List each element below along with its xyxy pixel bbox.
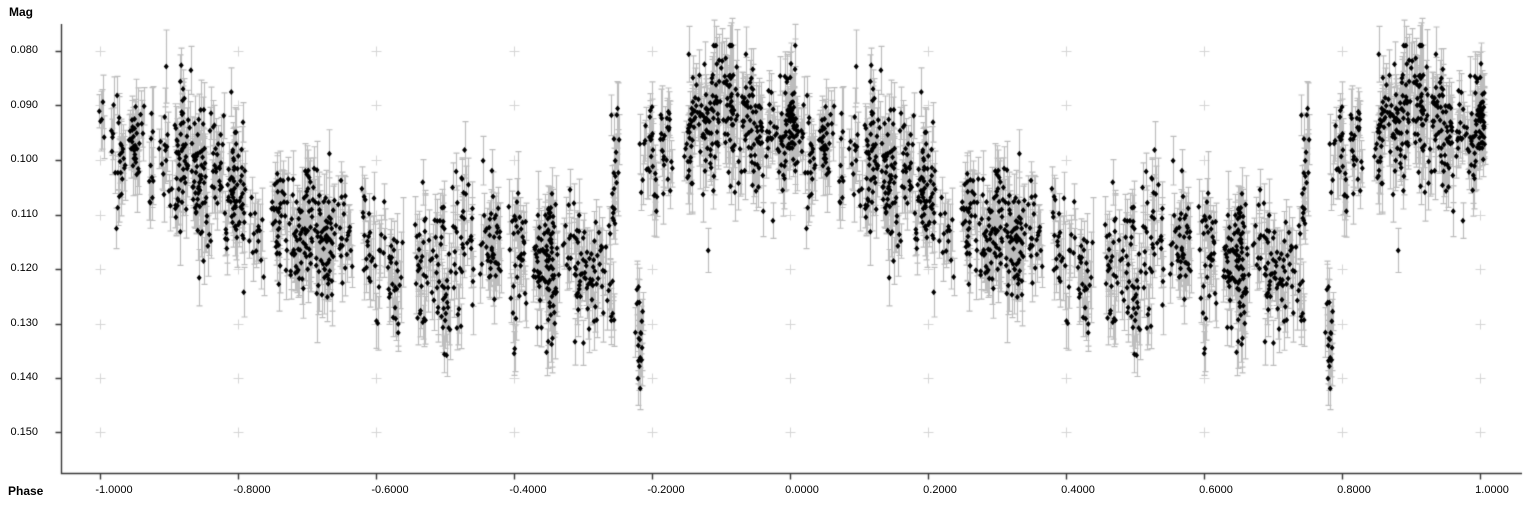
y-tick-label: 0.140	[10, 371, 38, 383]
y-tick-label: 0.130	[10, 316, 38, 329]
y-tick-label: 0.110	[11, 207, 38, 220]
y-tick-label: 0.100	[10, 153, 38, 165]
x-tick-label: -0.6000	[371, 484, 409, 496]
x-tick-label: 0.8000	[1337, 484, 1371, 496]
x-tick-label: 0.0000	[785, 484, 819, 496]
x-tick-label: 0.2000	[923, 484, 957, 496]
x-axis-title: Phase	[8, 484, 44, 498]
y-tick-label: 0.150	[10, 425, 38, 438]
y-tick-label: 0.080	[10, 44, 38, 56]
x-tick-label: 1.0000	[1475, 484, 1509, 496]
y-tick-label: 0.120	[10, 262, 38, 274]
x-tick-label: -1.0000	[95, 484, 133, 496]
x-tick-label: -0.2000	[647, 484, 685, 496]
y-tick-label: 0.090	[10, 98, 38, 111]
x-tick-label: -0.4000	[509, 484, 547, 496]
x-tick-label: 0.4000	[1061, 484, 1095, 496]
x-tick-label: -0.8000	[233, 484, 271, 496]
y-axis-title: Mag	[9, 5, 33, 19]
x-tick-label: 0.6000	[1199, 484, 1233, 496]
